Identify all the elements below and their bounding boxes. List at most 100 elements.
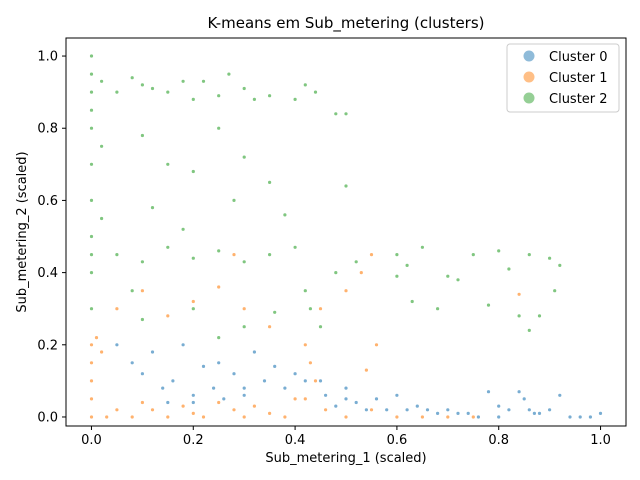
data-point-cluster-0-18: [324, 393, 328, 397]
data-point-cluster-0-51: [303, 379, 307, 383]
data-point-cluster-2-9: [89, 271, 94, 275]
data-point-cluster-2-73: [410, 299, 414, 304]
data-point-cluster-2-65: [507, 267, 511, 271]
data-point-cluster-1-22: [293, 397, 297, 401]
data-point-cluster-1-18: [242, 415, 246, 419]
data-point-cluster-1-15: [201, 415, 206, 419]
data-point-cluster-1-44: [369, 253, 374, 257]
data-point-cluster-2-51: [303, 289, 307, 293]
data-point-cluster-2-12: [100, 144, 104, 148]
data-point-cluster-2-69: [548, 256, 552, 260]
data-point-cluster-1-27: [324, 408, 328, 412]
data-point-cluster-2-72: [527, 328, 531, 332]
legend-label-cluster-1: Cluster 1: [549, 71, 608, 86]
data-point-cluster-2-14: [115, 90, 119, 94]
data-point-cluster-2-15: [130, 76, 134, 80]
data-point-cluster-0-34: [486, 390, 491, 394]
data-point-cluster-0-25: [395, 393, 399, 397]
data-point-cluster-0-45: [588, 415, 593, 419]
data-point-cluster-2-2: [89, 90, 94, 94]
data-point-cluster-2-77: [242, 325, 246, 329]
data-point-cluster-2-13: [100, 216, 104, 221]
data-point-cluster-1-5: [94, 336, 99, 340]
data-point-cluster-2-57: [405, 263, 409, 267]
data-point-cluster-1-10: [140, 400, 144, 405]
x-axis-label: Sub_metering_1 (scaled): [265, 451, 426, 466]
data-point-cluster-0-52: [318, 379, 323, 383]
data-point-cluster-2-21: [201, 79, 206, 83]
data-point-cluster-0-17: [293, 372, 297, 376]
data-point-cluster-2-37: [268, 180, 272, 184]
data-point-cluster-0-9: [212, 386, 216, 390]
data-point-cluster-0-42: [558, 393, 562, 397]
data-point-cluster-0-46: [598, 411, 603, 415]
chart-title: K-means em Sub_metering (clusters): [207, 14, 484, 33]
data-point-cluster-0-6: [181, 343, 185, 347]
legend-marker-cluster-2: [523, 92, 535, 104]
data-point-cluster-2-3: [89, 108, 94, 112]
data-point-cluster-1-48: [232, 253, 236, 257]
data-point-cluster-1-29: [369, 408, 374, 412]
data-point-cluster-2-47: [217, 249, 221, 253]
data-point-cluster-0-28: [425, 408, 430, 412]
legend-frame: [506, 43, 620, 113]
data-point-cluster-1-39: [242, 307, 246, 311]
data-point-cluster-2-59: [436, 307, 440, 311]
data-point-cluster-2-42: [344, 184, 348, 188]
data-point-cluster-2-58: [420, 245, 424, 249]
data-point-cluster-2-33: [166, 162, 170, 166]
data-point-cluster-2-62: [471, 253, 475, 257]
data-point-cluster-0-11: [232, 372, 236, 376]
data-point-cluster-2-75: [130, 289, 134, 293]
x-tick-label: 1.0: [590, 433, 611, 448]
data-point-cluster-2-53: [318, 325, 323, 329]
data-point-cluster-2-79: [140, 317, 144, 322]
data-point-cluster-1-45: [374, 343, 379, 347]
data-point-cluster-0-39: [527, 408, 531, 412]
data-point-cluster-0-47: [242, 386, 246, 390]
data-point-cluster-2-49: [268, 253, 272, 257]
data-point-cluster-2-24: [242, 86, 246, 91]
data-point-cluster-1-17: [232, 408, 236, 412]
x-tick-label: 0.4: [285, 433, 306, 448]
data-point-cluster-2-18: [166, 90, 170, 94]
data-point-cluster-1-14: [191, 411, 195, 415]
data-point-cluster-2-35: [217, 126, 221, 130]
data-point-cluster-1-28: [344, 415, 348, 419]
data-point-cluster-1-38: [217, 285, 221, 289]
data-point-cluster-2-20: [191, 97, 195, 101]
data-point-cluster-1-34: [115, 307, 119, 311]
x-tick-label: 0.8: [488, 433, 509, 448]
y-tick-label: 0.0: [37, 410, 58, 425]
data-point-cluster-0-8: [201, 364, 206, 368]
data-point-cluster-2-10: [89, 307, 94, 311]
series-cluster-2: [89, 54, 562, 340]
data-point-cluster-1-25: [313, 379, 318, 383]
data-point-cluster-2-68: [537, 314, 542, 318]
x-axis: 0.0 0.2 0.4 0.6 0.8 1.0: [81, 426, 611, 448]
data-point-cluster-0-5: [171, 379, 175, 383]
data-point-cluster-0-40: [537, 411, 542, 415]
data-point-cluster-0-37: [517, 390, 521, 394]
data-point-cluster-2-48: [242, 260, 246, 264]
data-point-cluster-0-43: [568, 415, 572, 419]
data-point-cluster-1-3: [89, 361, 94, 365]
data-point-cluster-1-31: [420, 415, 424, 419]
data-point-cluster-2-8: [89, 253, 94, 257]
y-tick-label: 0.4: [37, 266, 58, 281]
data-point-cluster-1-2: [89, 379, 94, 383]
data-point-cluster-1-6: [100, 350, 104, 354]
data-point-cluster-1-8: [115, 408, 119, 412]
data-point-cluster-0-41: [548, 408, 552, 412]
data-point-cluster-0-50: [191, 400, 195, 405]
data-point-cluster-1-26: [303, 397, 307, 401]
legend-label-cluster-0: Cluster 0: [549, 50, 608, 65]
data-point-cluster-2-1: [89, 72, 94, 76]
data-point-cluster-0-29: [436, 411, 440, 415]
data-point-cluster-2-31: [344, 112, 348, 116]
data-point-cluster-0-35: [497, 404, 501, 408]
data-point-cluster-2-64: [497, 249, 501, 253]
data-point-cluster-2-36: [242, 155, 246, 159]
y-tick-label: 0.2: [37, 338, 58, 353]
data-point-cluster-0-36: [507, 408, 511, 412]
